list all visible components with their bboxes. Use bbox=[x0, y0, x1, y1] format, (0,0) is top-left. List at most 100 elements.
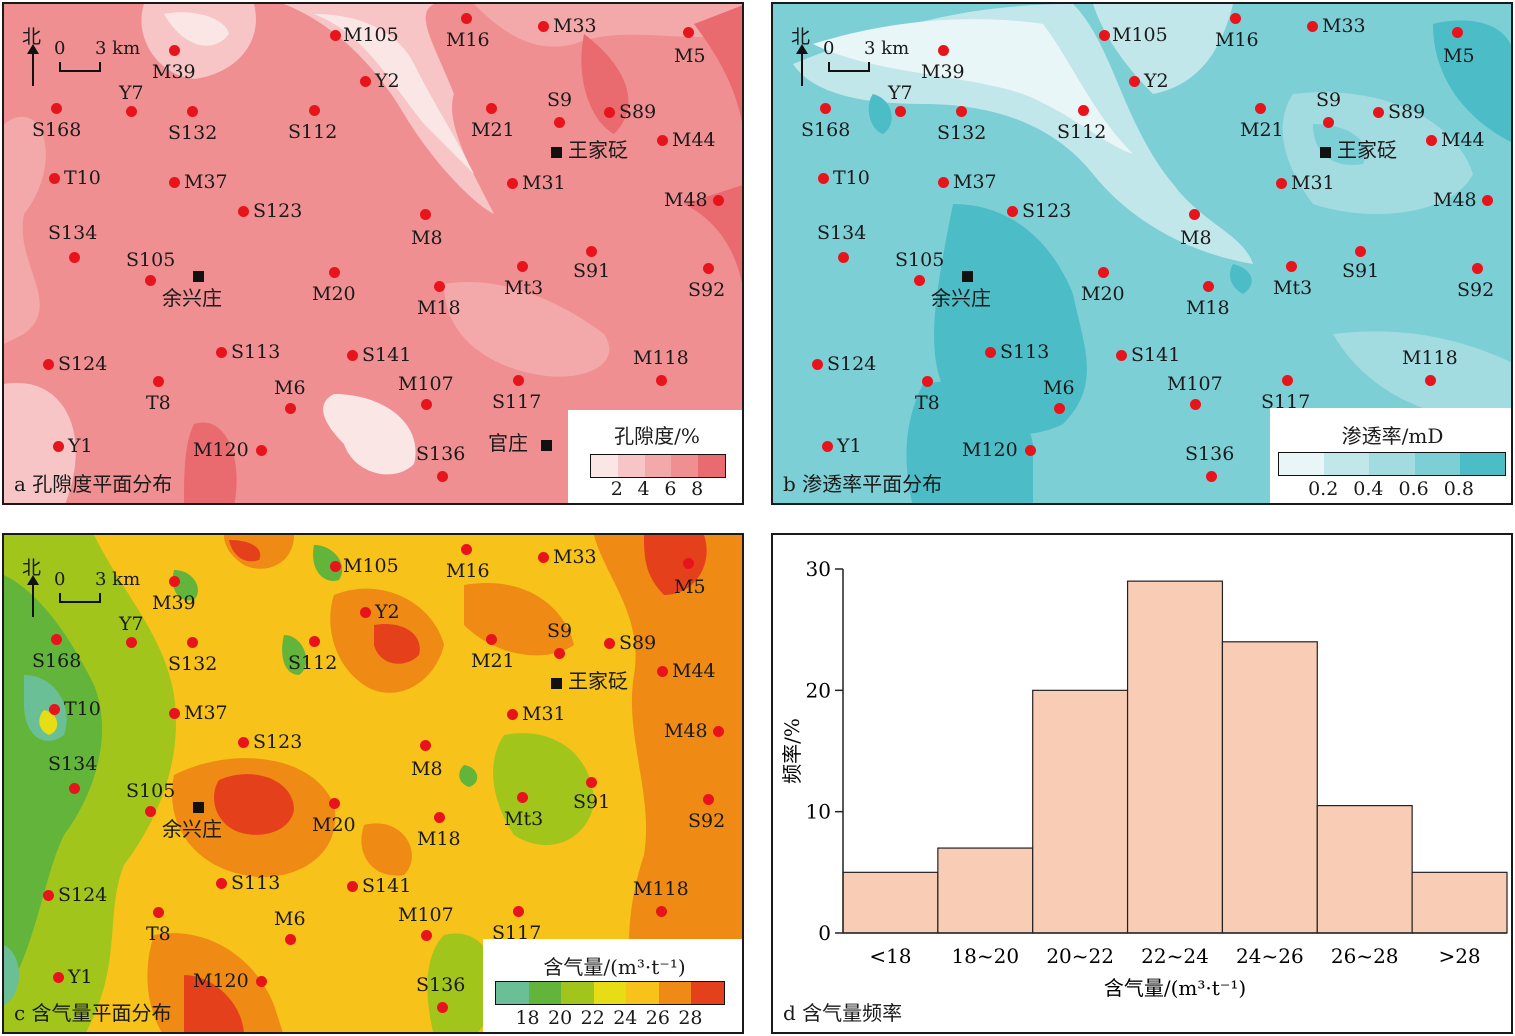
permeability-legend: 渗透率/mD 0.2 0.4 0.6 0.8 bbox=[1270, 408, 1511, 503]
x-tick-label: 20~22 bbox=[1046, 944, 1114, 968]
legend-tick: 20 bbox=[548, 1007, 573, 1029]
well-marker bbox=[168, 707, 180, 719]
legend-swatch bbox=[691, 982, 725, 1004]
well-marker bbox=[328, 797, 340, 809]
well-marker bbox=[1275, 177, 1287, 189]
well-label: M21 bbox=[471, 650, 515, 672]
north-arrow-icon bbox=[27, 44, 39, 86]
well-marker bbox=[921, 375, 933, 387]
town-label: 余兴庄 bbox=[162, 286, 222, 310]
legend-swatch bbox=[658, 982, 692, 1004]
well-marker bbox=[1281, 374, 1293, 386]
well-marker bbox=[702, 793, 714, 805]
well-marker bbox=[485, 633, 497, 645]
well-marker bbox=[436, 1001, 448, 1013]
north-label: 北 bbox=[22, 26, 42, 48]
well-marker bbox=[419, 208, 431, 220]
well-label: M6 bbox=[274, 908, 306, 930]
legend-tick: 24 bbox=[613, 1007, 638, 1029]
x-tick-label: 18~20 bbox=[951, 944, 1019, 968]
well-marker bbox=[420, 398, 432, 410]
x-tick-label: 22~24 bbox=[1141, 944, 1209, 968]
legend-tick: 26 bbox=[645, 1007, 670, 1029]
well-label: M118 bbox=[1402, 347, 1458, 369]
well-label: S168 bbox=[32, 650, 82, 672]
well-marker bbox=[655, 905, 667, 917]
well-label: M5 bbox=[674, 576, 706, 598]
well-label: M48 bbox=[664, 189, 708, 211]
x-tick-label: <18 bbox=[869, 944, 911, 968]
well-marker bbox=[817, 172, 829, 184]
well-marker bbox=[42, 889, 54, 901]
x-tick-label: >28 bbox=[1438, 944, 1480, 968]
well-marker bbox=[603, 637, 615, 649]
well-marker bbox=[1322, 116, 1334, 128]
well-label: M20 bbox=[312, 814, 356, 836]
well-label: M16 bbox=[446, 560, 490, 582]
y-tick-label: 30 bbox=[806, 557, 831, 581]
well-marker bbox=[1229, 12, 1241, 24]
well-label: S168 bbox=[801, 119, 851, 141]
histogram-bar bbox=[1126, 580, 1224, 934]
panel-caption: a 孔隙度平面分布 bbox=[14, 472, 173, 496]
well-marker bbox=[329, 560, 341, 572]
well-marker bbox=[50, 102, 62, 114]
well-label: M8 bbox=[1180, 227, 1212, 249]
well-label: M48 bbox=[664, 720, 708, 742]
scale-bar bbox=[59, 62, 101, 72]
legend-title: 孔隙度/% bbox=[614, 424, 700, 448]
scale-zero: 0 bbox=[54, 569, 66, 590]
well-marker bbox=[894, 105, 906, 117]
legend-tick: 28 bbox=[678, 1007, 703, 1029]
well-label: M21 bbox=[471, 119, 515, 141]
well-label: S124 bbox=[58, 353, 108, 375]
well-label: S105 bbox=[126, 249, 176, 271]
well-label: M8 bbox=[411, 758, 443, 780]
legend-tick: 0.6 bbox=[1398, 478, 1429, 500]
legend-tick: 22 bbox=[580, 1007, 605, 1029]
well-marker bbox=[512, 374, 524, 386]
well-label: S105 bbox=[895, 249, 945, 271]
legend-swatch bbox=[1414, 453, 1460, 475]
porosity-map-panel: M105 M16 M33 M5 M39 Y2 Y7 S168 S132 S112 M21 S9 S89 M… bbox=[2, 2, 744, 505]
town-marker bbox=[192, 270, 204, 282]
well-label: M37 bbox=[184, 171, 228, 193]
well-marker bbox=[702, 262, 714, 274]
well-marker bbox=[1354, 245, 1366, 257]
legend-tick: 2 bbox=[610, 478, 623, 500]
well-label: M21 bbox=[1240, 119, 1284, 141]
well-label: S112 bbox=[288, 121, 338, 143]
legend-swatch bbox=[1324, 453, 1370, 475]
well-label: S9 bbox=[1316, 89, 1342, 111]
legend-swatch bbox=[496, 982, 529, 1004]
histogram-bar bbox=[842, 871, 939, 934]
well-marker bbox=[682, 26, 694, 38]
well-marker bbox=[1424, 374, 1436, 386]
well-label: S113 bbox=[1000, 341, 1050, 363]
well-marker bbox=[328, 266, 340, 278]
well-label: S136 bbox=[416, 974, 466, 996]
well-label: S117 bbox=[492, 922, 542, 944]
well-marker bbox=[1097, 266, 1109, 278]
well-label: S91 bbox=[573, 791, 611, 813]
well-label: Y7 bbox=[888, 82, 913, 104]
well-marker bbox=[819, 102, 831, 114]
well-label: M37 bbox=[184, 702, 228, 724]
well-marker bbox=[460, 543, 472, 555]
well-label: S136 bbox=[1185, 443, 1235, 465]
legend-colorbar bbox=[1278, 452, 1506, 476]
town-label: 余兴庄 bbox=[162, 817, 222, 841]
well-label: M6 bbox=[1043, 377, 1075, 399]
well-marker bbox=[585, 245, 597, 257]
panel-caption: b 渗透率平面分布 bbox=[783, 472, 943, 496]
well-marker bbox=[1098, 29, 1110, 41]
histogram-chart: <18 18~20 20~22 22~24 24~26 26~28 >28 0 10 20 30 含气… bbox=[780, 557, 1508, 1000]
legend-swatch bbox=[1369, 453, 1415, 475]
well-label: Mt3 bbox=[1273, 277, 1313, 299]
well-marker bbox=[1425, 134, 1437, 146]
histogram-bar bbox=[1032, 689, 1129, 934]
well-label: M5 bbox=[674, 45, 706, 67]
well-label: Y2 bbox=[1144, 70, 1169, 92]
well-label: Y2 bbox=[375, 70, 400, 92]
